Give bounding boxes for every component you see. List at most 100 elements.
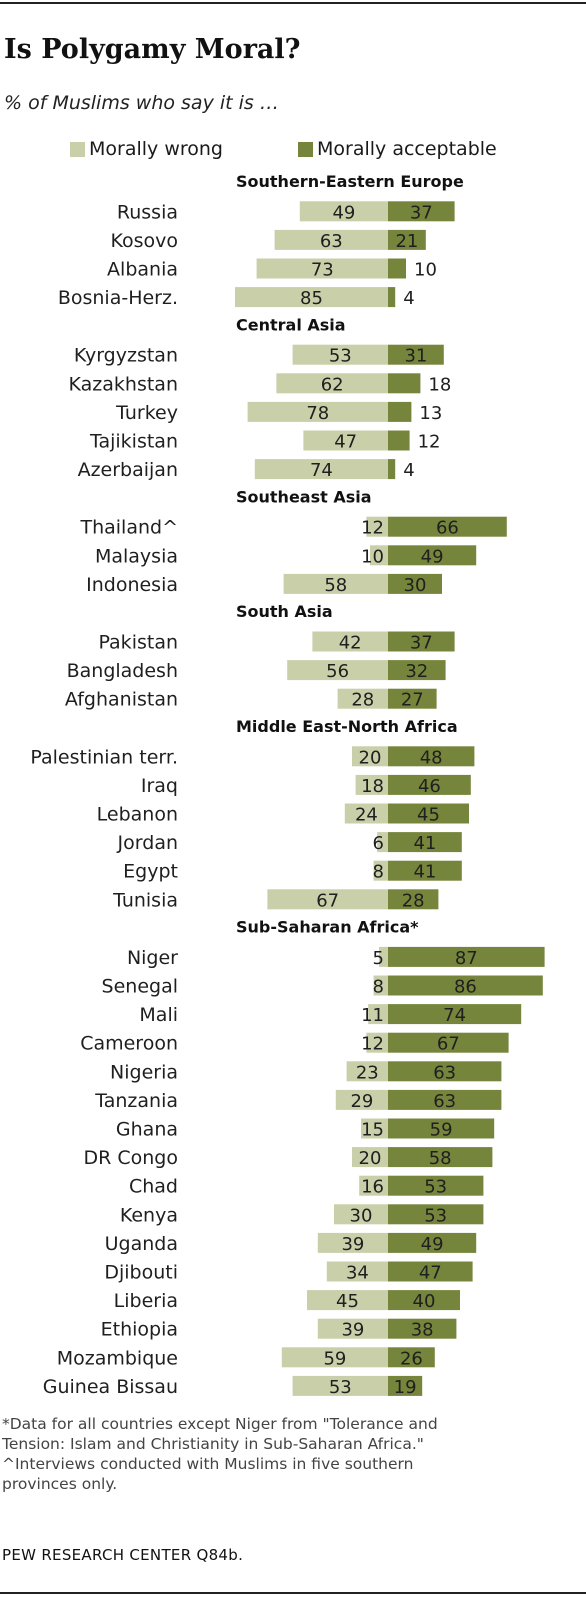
country-label-kosovo: Kosovo: [110, 230, 178, 252]
country-label-thailand: Thailand^: [79, 517, 178, 539]
value-wrong-guinea-bissau: 53: [329, 1377, 352, 1398]
top-rule: [0, 2, 586, 4]
country-label-ethiopia: Ethiopia: [101, 1319, 178, 1341]
country-label-kenya: Kenya: [120, 1204, 178, 1226]
bar-acceptable-bosnia-herz: [388, 287, 396, 308]
bar-acceptable-turkey: [388, 401, 412, 422]
bar-acceptable-guinea-bissau: [388, 1375, 423, 1396]
value-acceptable-ghana: 59: [430, 1120, 453, 1141]
value-acceptable-kazakhstan: 18: [428, 374, 451, 395]
value-wrong-tajikistan: 47: [334, 432, 357, 453]
country-label-malaysia: Malaysia: [95, 545, 178, 567]
bar-acceptable-ethiopia: [388, 1318, 457, 1339]
value-acceptable-pakistan: 37: [410, 633, 433, 654]
bar-acceptable-jordan: [388, 832, 462, 853]
country-label-kazakhstan: Kazakhstan: [69, 373, 178, 395]
value-wrong-niger: 5: [373, 948, 384, 969]
country-label-djibouti: Djibouti: [104, 1262, 178, 1284]
bar-acceptable-egypt: [388, 860, 462, 881]
value-wrong-uganda: 39: [341, 1234, 364, 1255]
bar-wrong-kazakhstan: [276, 373, 388, 394]
bar-acceptable-kosovo: [388, 229, 426, 250]
bar-acceptable-djibouti: [388, 1261, 473, 1282]
value-wrong-lebanon: 24: [355, 805, 378, 826]
bar-wrong-bangladesh: [287, 660, 388, 681]
value-acceptable-guinea-bissau: 19: [394, 1377, 417, 1398]
value-acceptable-kyrgyzstan: 31: [404, 346, 427, 367]
value-wrong-nigeria: 23: [356, 1062, 379, 1083]
value-wrong-afghanistan: 28: [351, 690, 374, 711]
bar-wrong-turkey: [247, 401, 388, 422]
value-wrong-djibouti: 34: [346, 1263, 369, 1284]
bar-acceptable-pakistan: [388, 631, 455, 652]
bar-wrong-azerbaijan: [254, 459, 388, 480]
value-wrong-palestinian-terr: 20: [359, 747, 382, 768]
bar-wrong-djibouti: [326, 1261, 388, 1282]
value-acceptable-afghanistan: 27: [401, 690, 424, 711]
country-label-uganda: Uganda: [105, 1233, 178, 1255]
bar-wrong-kenya: [334, 1204, 388, 1225]
country-label-dr-congo: DR Congo: [84, 1147, 179, 1169]
country-label-palestinian-terr: Palestinian terr.: [30, 746, 178, 768]
bar-acceptable-chad: [388, 1175, 484, 1196]
country-label-lebanon: Lebanon: [97, 804, 178, 826]
country-label-niger: Niger: [127, 947, 178, 969]
bottom-rule: [0, 1592, 586, 1594]
country-label-mali: Mali: [139, 1004, 178, 1026]
bar-acceptable-senegal: [388, 975, 543, 996]
value-acceptable-tajikistan: 12: [418, 432, 441, 453]
value-acceptable-egypt: 41: [413, 862, 436, 883]
country-label-afghanistan: Afghanistan: [65, 689, 178, 711]
bar-wrong-tajikistan: [303, 430, 388, 451]
value-wrong-ghana: 15: [361, 1120, 384, 1141]
bar-wrong-pakistan: [312, 631, 388, 652]
country-label-liberia: Liberia: [114, 1290, 178, 1312]
value-wrong-tanzania: 29: [350, 1091, 373, 1112]
country-label-iraq: Iraq: [141, 775, 178, 797]
value-acceptable-bosnia-herz: 4: [403, 288, 414, 309]
country-label-albania: Albania: [107, 259, 178, 281]
value-acceptable-indonesia: 30: [404, 575, 427, 596]
legend-swatch-wrong: [70, 141, 85, 157]
group-heading-southern-eastern-europe: Southern-Eastern Europe: [236, 172, 464, 191]
bar-wrong-cameroon: [366, 1032, 388, 1053]
bar-acceptable-kenya: [388, 1204, 484, 1225]
bar-acceptable-nigeria: [388, 1061, 502, 1082]
country-label-pakistan: Pakistan: [98, 632, 178, 654]
bar-acceptable-tajikistan: [388, 430, 410, 451]
value-acceptable-mozambique: 26: [400, 1348, 423, 1369]
bar-wrong-liberia: [307, 1290, 388, 1311]
legend-label-acceptable: Morally acceptable: [317, 138, 497, 160]
value-acceptable-tanzania: 63: [433, 1091, 456, 1112]
value-acceptable-mali: 74: [443, 1005, 466, 1026]
bar-acceptable-palestinian-terr: [388, 746, 475, 767]
country-label-turkey: Turkey: [115, 402, 178, 424]
legend-swatch-acceptable: [298, 141, 313, 157]
value-wrong-thailand: 12: [361, 518, 384, 539]
bar-wrong-guinea-bissau: [292, 1375, 388, 1396]
bar-wrong-uganda: [317, 1232, 388, 1253]
group-heading-middle-east-north-africa: Middle East-North Africa: [236, 717, 458, 736]
country-label-tunisia: Tunisia: [112, 889, 178, 911]
bar-wrong-mali: [368, 1004, 388, 1025]
bar-acceptable-tanzania: [388, 1089, 502, 1110]
bar-wrong-russia: [299, 201, 388, 222]
bar-acceptable-kyrgyzstan: [388, 344, 444, 365]
value-acceptable-uganda: 49: [421, 1234, 444, 1255]
value-wrong-jordan: 6: [373, 833, 384, 854]
value-acceptable-niger: 87: [455, 948, 478, 969]
value-wrong-kazakhstan: 62: [321, 374, 344, 395]
bar-wrong-nigeria: [346, 1061, 388, 1082]
bar-acceptable-lebanon: [388, 803, 469, 824]
bar-acceptable-ghana: [388, 1118, 495, 1139]
country-label-cameroon: Cameroon: [80, 1033, 178, 1055]
bar-acceptable-malaysia: [388, 545, 477, 566]
bar-wrong-indonesia: [283, 573, 388, 594]
country-label-mozambique: Mozambique: [57, 1347, 178, 1369]
value-wrong-azerbaijan: 74: [310, 460, 333, 481]
country-label-ghana: Ghana: [116, 1119, 178, 1141]
value-wrong-ethiopia: 39: [341, 1320, 364, 1341]
value-acceptable-djibouti: 47: [419, 1263, 442, 1284]
value-wrong-iraq: 18: [361, 776, 384, 797]
value-wrong-liberia: 45: [336, 1291, 359, 1312]
